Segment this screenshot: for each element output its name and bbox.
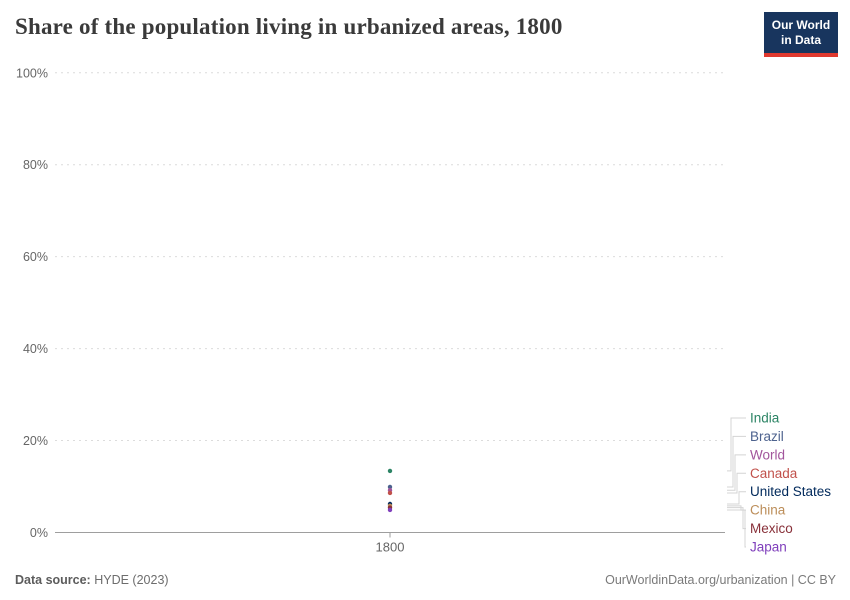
legend-connector-canada	[727, 472, 746, 494]
x-tick-label: 1800	[376, 540, 405, 555]
data-source: Data source: HYDE (2023)	[15, 573, 169, 587]
legend-connector-japan	[727, 509, 746, 548]
legend-label-india[interactable]: India	[750, 411, 780, 426]
data-point-india[interactable]	[387, 468, 393, 474]
legend-connector-world	[727, 454, 746, 491]
data-point-japan[interactable]	[387, 507, 393, 513]
legend-label-china[interactable]: China	[750, 503, 786, 518]
legend-connector-united-states	[727, 491, 746, 505]
data-point-brazil[interactable]	[387, 484, 393, 490]
license-link[interactable]: OurWorldinData.org/urbanization | CC BY	[605, 573, 836, 587]
y-tick-label-60: 60%	[23, 250, 48, 264]
legend-connector-mexico	[727, 507, 746, 530]
owid-logo[interactable]: Our World in Data	[764, 12, 838, 57]
data-point-canada[interactable]	[387, 490, 393, 496]
legend-connector-brazil	[727, 435, 746, 488]
legend-label-mexico[interactable]: Mexico	[750, 521, 793, 536]
owid-logo-line2: in Data	[780, 33, 821, 47]
y-tick-label-0: 0%	[30, 526, 48, 540]
legend-label-united-states[interactable]: United States	[750, 484, 831, 499]
chart-title: Share of the population living in urbani…	[15, 14, 563, 39]
data-source-value: HYDE (2023)	[94, 573, 169, 587]
legend-label-brazil[interactable]: Brazil	[750, 429, 784, 444]
y-tick-label-40: 40%	[23, 342, 48, 356]
legend-label-world[interactable]: World	[750, 447, 785, 462]
data-source-label: Data source:	[15, 573, 91, 587]
legend-connector-india	[727, 417, 746, 472]
y-tick-label-100: 100%	[16, 66, 48, 80]
owid-logo-line1: Our World	[771, 18, 831, 32]
chart-footer: Data source: HYDE (2023) OurWorldinData.…	[15, 573, 836, 587]
legend-label-japan[interactable]: Japan	[750, 540, 787, 555]
y-tick-label-20: 20%	[23, 434, 48, 448]
y-tick-label-80: 80%	[23, 158, 48, 172]
legend-label-canada[interactable]: Canada	[750, 466, 798, 481]
